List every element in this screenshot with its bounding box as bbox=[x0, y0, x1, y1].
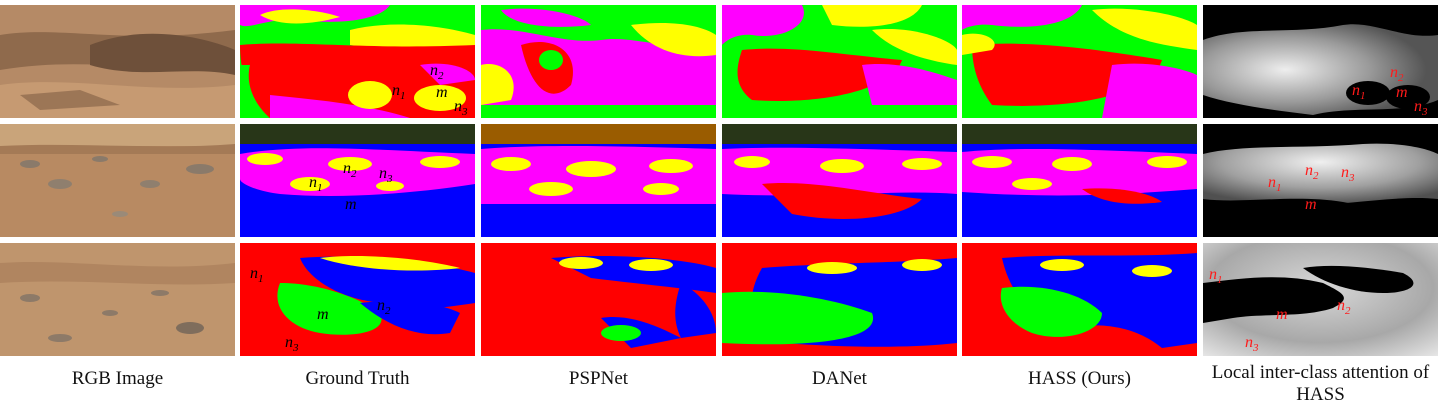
att-r1-m: m bbox=[1396, 84, 1408, 101]
danet-row3 bbox=[722, 243, 957, 356]
attention-map-row2 bbox=[1203, 124, 1438, 237]
rgb-image-row1 bbox=[0, 5, 235, 118]
attention-map-row1 bbox=[1203, 5, 1438, 118]
att-r3-n2: n2 bbox=[1337, 297, 1351, 318]
gt-r2-n1: n1 bbox=[309, 174, 323, 195]
rgb-image-row3 bbox=[0, 243, 235, 356]
gt-r1-n1: n1 bbox=[392, 82, 406, 103]
label-attention: Local inter-class attention of HASS bbox=[1211, 362, 1430, 405]
att-r3-n3: n3 bbox=[1245, 334, 1259, 355]
pspnet-row1 bbox=[481, 5, 716, 118]
label-hass: HASS (Ours) bbox=[1028, 368, 1131, 389]
gt-r2-n3: n3 bbox=[379, 165, 393, 186]
att-r2-m: m bbox=[1305, 196, 1317, 213]
att-r2-n3: n3 bbox=[1341, 164, 1355, 185]
pspnet-row3 bbox=[481, 243, 716, 356]
gt-r3-n2: n2 bbox=[377, 297, 391, 318]
gt-r1-n2: n2 bbox=[430, 62, 444, 83]
att-r3-n1: n1 bbox=[1209, 266, 1223, 287]
hass-row1 bbox=[962, 5, 1197, 118]
att-r3-m: m bbox=[1276, 306, 1288, 323]
label-ground-truth: Ground Truth bbox=[305, 368, 410, 389]
gt-r3-n1: n1 bbox=[250, 265, 264, 286]
gt-r1-m: m bbox=[436, 84, 448, 101]
danet-row2 bbox=[722, 124, 957, 237]
gt-r1-n3: n3 bbox=[454, 98, 468, 119]
att-r1-n3: n3 bbox=[1414, 98, 1428, 119]
rgb-image-row2 bbox=[0, 124, 235, 237]
att-r1-n2: n2 bbox=[1390, 64, 1404, 85]
gt-r3-n3: n3 bbox=[285, 334, 299, 355]
hass-row2 bbox=[962, 124, 1197, 237]
att-r2-n2: n2 bbox=[1305, 162, 1319, 183]
ground-truth-row2 bbox=[240, 124, 475, 237]
gt-r2-m: m bbox=[345, 196, 357, 213]
label-rgb-image: RGB Image bbox=[71, 368, 164, 389]
gt-r2-n2: n2 bbox=[343, 160, 357, 181]
label-danet: DANet bbox=[812, 368, 867, 389]
hass-row3 bbox=[962, 243, 1197, 356]
attention-map-row3 bbox=[1203, 243, 1438, 356]
ground-truth-row3 bbox=[240, 243, 475, 356]
gt-r3-m: m bbox=[317, 306, 329, 323]
pspnet-row2 bbox=[481, 124, 716, 237]
att-r2-n1: n1 bbox=[1268, 174, 1282, 195]
danet-row1 bbox=[722, 5, 957, 118]
label-pspnet: PSPNet bbox=[568, 368, 629, 389]
att-r1-n1: n1 bbox=[1352, 82, 1366, 103]
ground-truth-row1 bbox=[240, 5, 475, 118]
